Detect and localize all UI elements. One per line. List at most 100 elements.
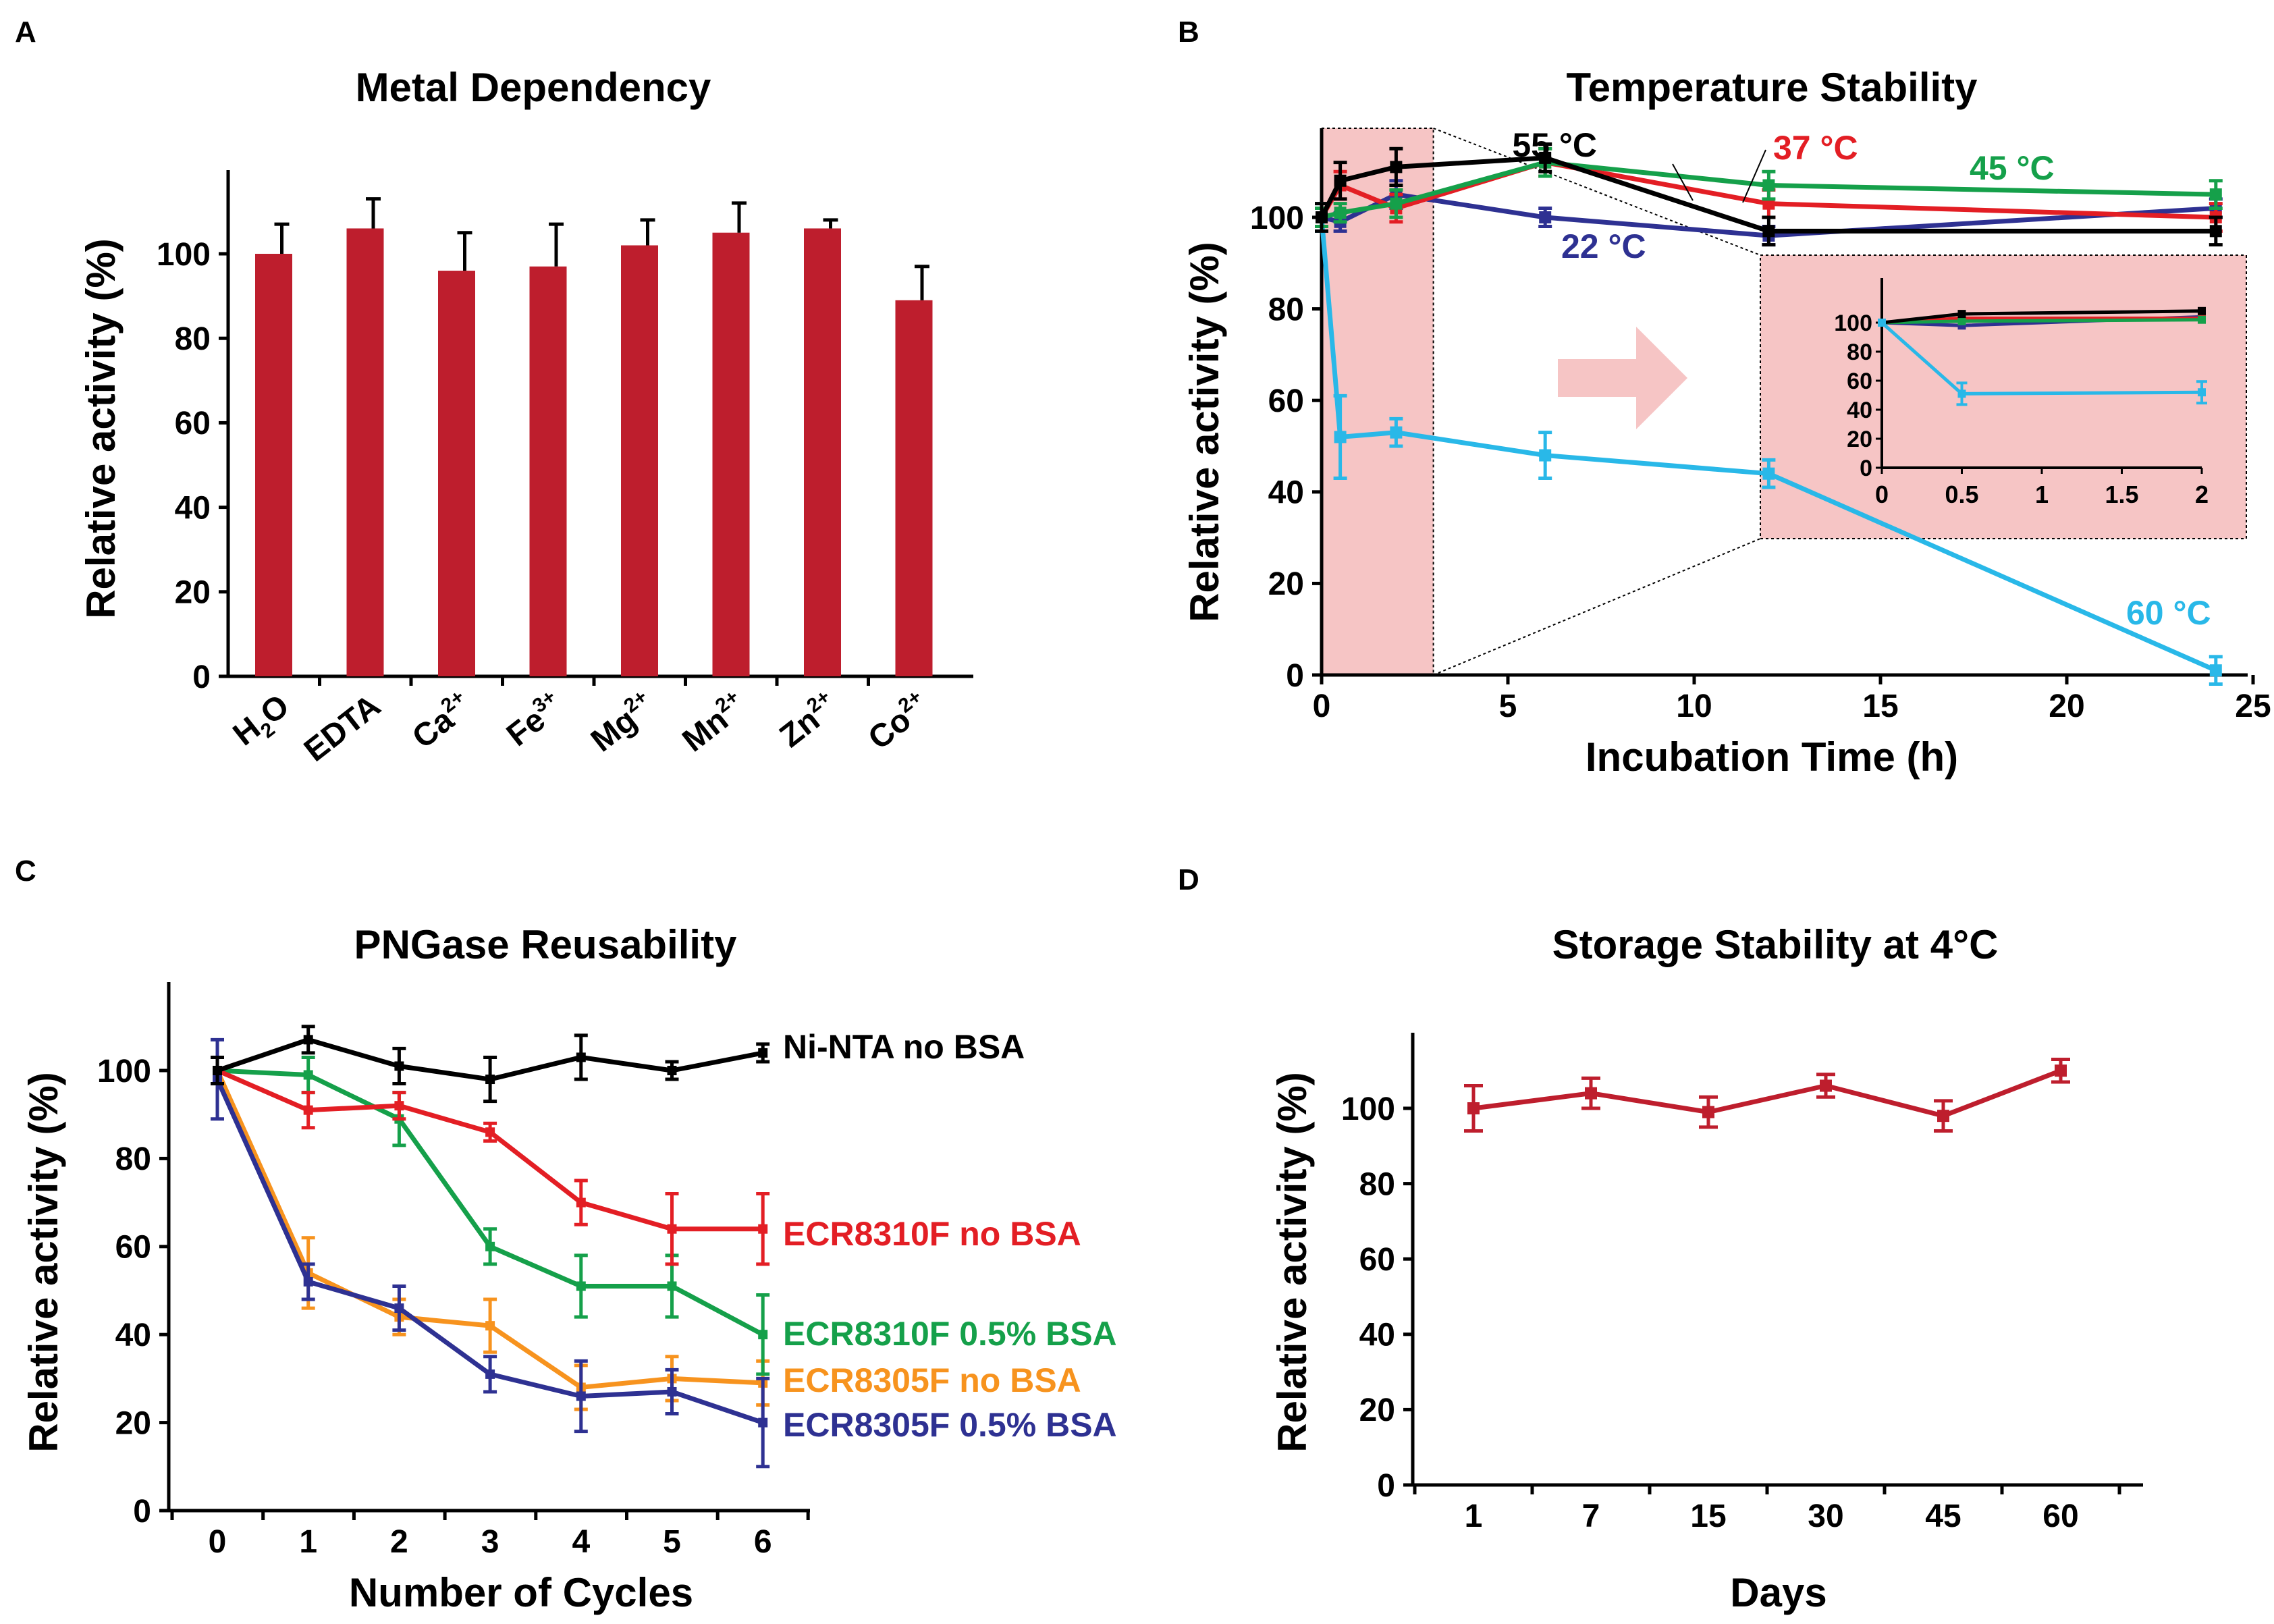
point-green-5 [667,1281,677,1291]
panel-c-ytick-label: 0 [133,1494,151,1530]
panel-c: C PNGase Reusability Relative activity (… [15,855,1117,1615]
panel-d: D Storage Stability at 4°C Relative acti… [1178,863,2143,1615]
panel-b-ytick-label: 100 [1250,200,1304,236]
panel-d-ytick-label: 100 [1341,1091,1395,1127]
panel-b-ytick-label: 80 [1268,292,1304,327]
series-line-storage [1473,1068,2062,1118]
inset-point-green-2 [2198,315,2206,324]
point-black-4 [1762,225,1775,238]
panel-c-ylabel: Relative activity (%) [21,1072,66,1453]
point-black-3 [1539,151,1552,164]
point-black-5 [667,1066,677,1075]
point-storage-3 [1820,1079,1832,1092]
series-line-cyan [1319,217,2217,673]
panel-b: B Temperature Stability Relative activit… [1178,16,2271,780]
point-blue-3 [485,1369,495,1379]
point-blue-2 [394,1303,404,1314]
panel-a-ytick-label: 0 [192,659,211,695]
panel-c-xtick-label: 1 [299,1524,317,1560]
panel-c-xtick-label: 4 [572,1524,590,1560]
panel-b-xtick-label: 10 [1676,688,1712,724]
panel-d-ytick-label: 0 [1377,1468,1395,1504]
panel-c-letter: C [15,855,36,888]
panel-d-ytick-label: 40 [1359,1318,1395,1353]
panel-a-ytick-label: 40 [175,490,211,526]
panel-b-xtick-label: 5 [1499,688,1517,724]
point-cyan-3 [1539,449,1552,462]
panel-c-ytick-label: 100 [97,1054,151,1089]
panel-b-xtick-label: 25 [2235,688,2271,724]
panel-d-xtick-label: 45 [1925,1498,1961,1534]
point-storage-0 [1467,1102,1480,1114]
point-red-1 [303,1105,313,1115]
point-red-5 [667,1224,677,1234]
series-line-black [1319,155,2216,234]
inset-xtick-label: 2 [2195,481,2209,508]
inset-ytick-label: 20 [1847,427,1872,452]
panel-a-ytick-label: 60 [175,406,211,441]
point-red-4 [576,1197,586,1208]
point-black-4 [576,1052,586,1062]
inset-point-cyan-0 [1878,319,1886,327]
point-green-6 [758,1330,768,1340]
panel-d-xtick-label: 1 [1465,1498,1483,1534]
panel-c-xtick-label: 2 [390,1524,408,1560]
panel-c-xtick-label: 0 [209,1524,227,1560]
label-pointer-55 [1672,163,1694,201]
point-green-1 [1334,207,1347,219]
point-cyan-2 [1390,426,1403,439]
series-label-blue: 22 °C [1561,227,1646,265]
inset-xtick-label: 1.5 [2105,481,2138,508]
point-blue-6 [758,1417,768,1428]
panel-c-xtick-label: 3 [481,1524,499,1560]
bar-5 [712,232,750,676]
inset-ytick-label: 80 [1847,340,1872,365]
bar-6 [804,228,841,676]
panel-c-xlabel: Number of Cycles [349,1570,693,1615]
panel-c-ytick-label: 40 [115,1318,151,1353]
panel-d-ylabel: Relative activity (%) [1270,1072,1315,1453]
series-label-green: 45 °C [1970,149,2055,187]
point-black-1 [1334,174,1347,187]
point-green-5 [2209,188,2222,201]
panel-c-ytick-label: 20 [115,1405,151,1441]
point-black-0 [1316,211,1328,223]
series-label-cyan: 60 °C [2126,594,2211,632]
panel-d-xtick-label: 30 [1808,1498,1843,1534]
panel-a-title: Metal Dependency [356,65,711,110]
point-cyan-1 [1334,431,1347,443]
series-label-blue: ECR8305F 0.5% BSA [783,1406,1117,1444]
bar-0 [255,254,292,676]
point-green-3 [485,1241,495,1251]
panel-d-xlabel: Days [1730,1570,1826,1615]
panel-d-xtick-label: 60 [2042,1498,2078,1534]
panel-b-xlabel: Incubation Time (h) [1586,734,1958,780]
panel-c-xtick-label: 6 [754,1524,772,1560]
inset-point-black-2 [2198,306,2206,315]
inset-point-cyan-2 [2198,388,2206,397]
panel-b-xtick-label: 20 [2049,688,2084,724]
point-orange-3 [485,1321,495,1331]
panel-d-ytick-label: 20 [1359,1392,1395,1428]
point-green-1 [303,1070,313,1080]
panel-d-letter: D [1178,863,1199,896]
panel-b-xtick-label: 15 [1862,688,1898,724]
panel-b-letter: B [1178,16,1199,49]
inset-xtick-label: 0 [1875,481,1889,508]
point-storage-5 [2055,1064,2067,1077]
point-cyan-5 [2209,664,2222,677]
inset-ytick-label: 60 [1847,369,1872,394]
point-red-2 [394,1101,404,1111]
inset-ytick-label: 40 [1847,398,1872,423]
point-storage-4 [1937,1110,1949,1122]
inset-ytick-label: 0 [1860,456,1872,481]
inset-point-cyan-1 [1957,389,1966,398]
panel-a-ytick-label: 100 [157,237,211,273]
point-black-5 [2209,225,2222,238]
point-cyan-4 [1762,467,1775,480]
bar-3 [529,266,567,676]
point-black-3 [485,1075,495,1085]
zoom-line-top [1433,128,1761,256]
panel-c-ytick-label: 60 [115,1230,151,1266]
bar-2 [438,271,475,676]
